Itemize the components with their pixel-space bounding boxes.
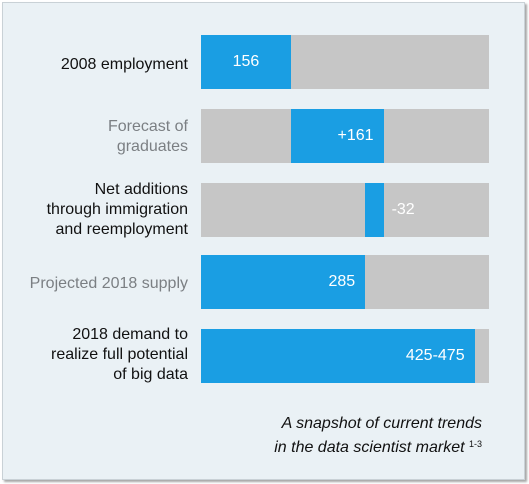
value-label-2008-employment: 156: [232, 53, 260, 70]
bar-net-additions: [365, 183, 384, 237]
value-label-net-additions: -32: [391, 201, 415, 218]
value-label-forecast-of-graduates: +161: [337, 127, 374, 144]
bar-2008-employment: [201, 35, 291, 89]
bar-2018-demand: [201, 329, 475, 383]
caption-line-2: in the data scientist market: [274, 439, 465, 456]
caption-line-1: A snapshot of current trends: [281, 415, 482, 432]
value-label-2018-demand: 425-475: [405, 347, 465, 364]
bar-track: -32: [201, 183, 489, 237]
category-label-net-additions: Net additions through immigration and re…: [46, 181, 188, 238]
category-label-forecast-of-graduates: Forecast of graduates: [107, 118, 188, 155]
chart-panel: 2008 employment 156 Forecast of graduate…: [2, 2, 525, 480]
category-label-2008-employment: 2008 employment: [60, 56, 188, 73]
value-label-projected-2018-supply: 285: [328, 273, 356, 290]
bar-projected-2018-supply: [201, 255, 366, 309]
bar-track: 156: [201, 35, 489, 89]
category-label-2018-demand: 2018 demand to realize full potential of…: [51, 326, 188, 383]
bar-forecast-of-graduates: [290, 109, 384, 163]
caption-footnote-ref: 1-3: [468, 439, 482, 449]
bar-track: 285: [201, 255, 489, 309]
category-label-projected-2018-supply: Projected 2018 supply: [29, 275, 188, 292]
bar-track: +161: [201, 109, 489, 163]
bar-track: 425-475: [201, 329, 489, 383]
chart-caption: A snapshot of current trends in the data…: [274, 413, 482, 458]
